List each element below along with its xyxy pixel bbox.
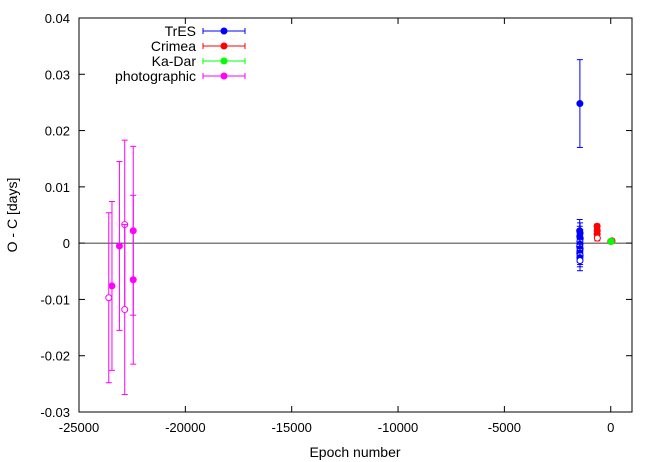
legend-item: Ka-Dar [152,53,246,69]
series-tres [576,59,584,272]
point-marker [576,257,584,265]
legend-label: photographic [115,68,196,84]
point-marker [108,282,116,290]
data-point [593,234,601,242]
y-tick-label: 0.02 [45,124,70,139]
legend-label: Ka-Dar [152,53,197,69]
legend-item: TrES [165,23,246,39]
y-tick-label: -0.02 [40,349,70,364]
point-marker [129,276,137,284]
data-point [129,194,137,365]
x-tick-label: -15000 [271,420,311,435]
data-point [576,59,584,148]
x-tick-label: -20000 [165,420,205,435]
legend-label: TrES [165,23,196,39]
x-tick-label: 0 [607,420,614,435]
data-point [108,200,116,371]
y-tick-label: 0.03 [45,67,70,82]
x-tick-label: -25000 [59,420,99,435]
point-marker [607,237,615,245]
legend-marker [220,42,228,50]
data-point [121,224,129,396]
series-ka-dar [607,237,615,245]
series-photographic [105,139,137,396]
point-marker [121,306,129,314]
legend-item: Crimea [151,38,246,54]
y-axis-label: O - C [days] [4,178,20,253]
data-point [576,249,584,272]
y-tick-label: 0 [63,236,70,251]
x-axis-label: Epoch number [309,444,400,460]
data-point [115,161,123,331]
y-tick-label: -0.03 [40,405,70,420]
y-tick-label: 0.01 [45,180,70,195]
point-marker [593,234,601,242]
x-tick-label: -10000 [378,420,418,435]
y-tick-label: -0.01 [40,292,70,307]
point-marker [576,100,584,108]
y-tick-label: 0.04 [45,11,70,26]
x-tick-label: -5000 [488,420,521,435]
legend-marker [220,57,228,65]
point-marker [105,294,113,302]
data-point [105,212,113,384]
legend-item: photographic [115,68,246,84]
legend-marker [220,27,228,35]
legend-marker [220,72,228,80]
point-marker [115,242,123,250]
plot-frame [78,17,633,413]
legend-label: Crimea [151,38,196,54]
data-point [607,237,615,245]
